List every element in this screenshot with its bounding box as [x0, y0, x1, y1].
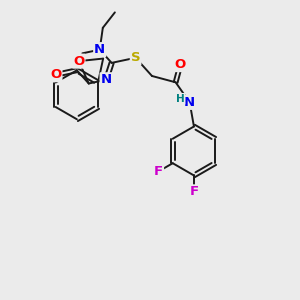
Text: N: N	[184, 96, 195, 109]
Text: N: N	[100, 73, 112, 86]
Text: S: S	[131, 51, 140, 64]
Text: O: O	[50, 68, 61, 81]
Text: O: O	[175, 58, 186, 71]
Text: F: F	[154, 165, 163, 178]
Text: F: F	[189, 185, 199, 198]
Text: N: N	[94, 43, 105, 56]
Text: O: O	[73, 55, 84, 68]
Text: H: H	[176, 94, 184, 104]
